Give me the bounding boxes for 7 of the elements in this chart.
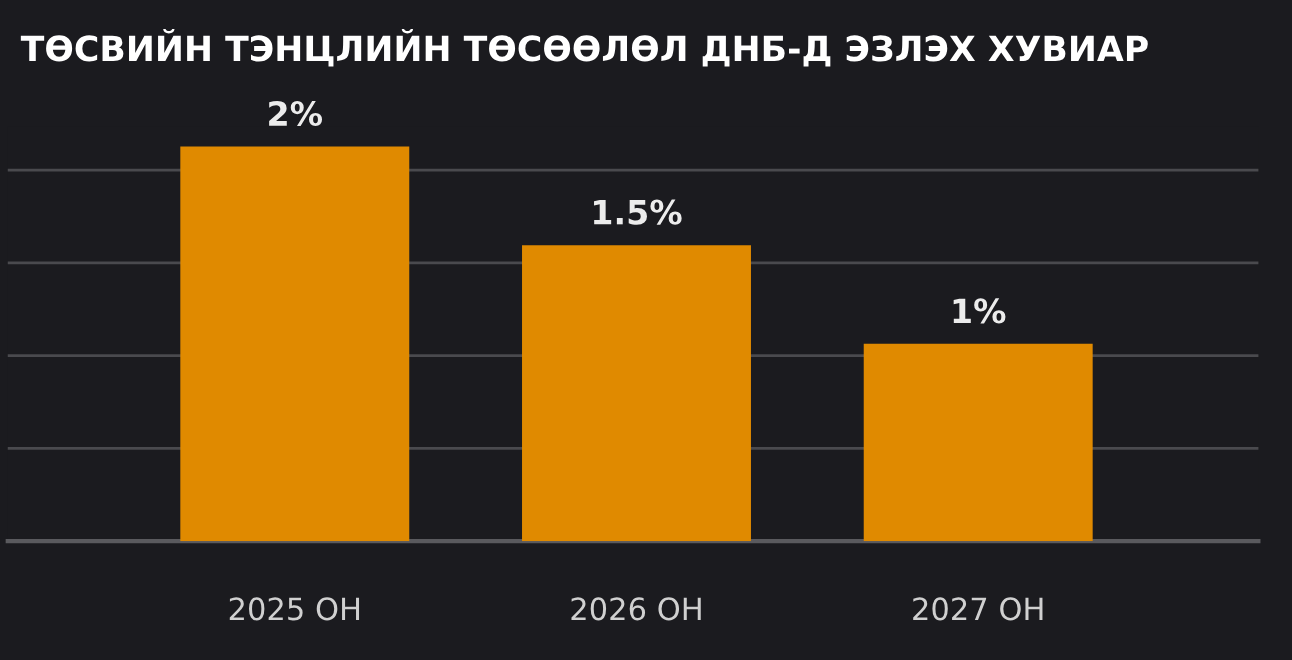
chart-title: ТӨСВИЙН ТЭНЦЛИЙН ТӨСӨӨЛӨЛ ДНБ-Д ЭЗЛЭХ ХУВИАР [20,28,1148,67]
x-tick-label: 2025 ОН [229,597,360,621]
data-label: 1.5% [594,199,682,225]
data-label: 2% [269,100,323,127]
x-tick-label: 2026 ОН [571,597,701,621]
data-label: 1% [953,298,1006,324]
x-tick-label: 2027 ОН [913,597,1043,621]
